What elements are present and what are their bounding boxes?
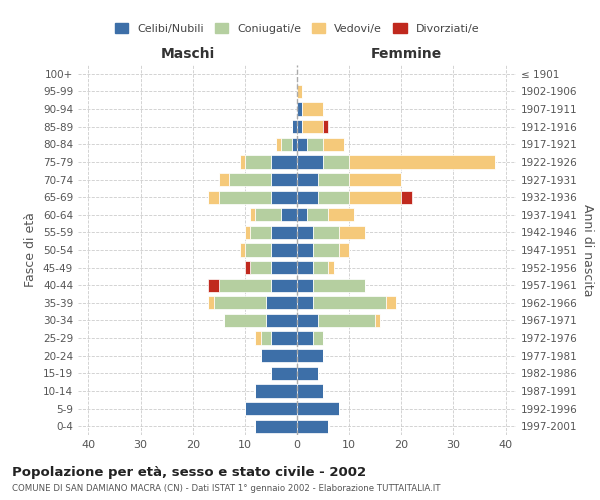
Bar xyxy=(255,384,297,398)
Bar xyxy=(297,102,302,116)
Bar xyxy=(401,190,412,204)
Bar xyxy=(297,85,302,98)
Text: Maschi: Maschi xyxy=(160,48,215,62)
Bar xyxy=(297,173,318,186)
Bar xyxy=(245,226,250,239)
Bar xyxy=(307,138,323,151)
Bar xyxy=(297,138,307,151)
Bar xyxy=(328,261,334,274)
Bar xyxy=(375,314,380,327)
Bar xyxy=(281,138,292,151)
Bar xyxy=(271,156,297,168)
Text: Femmine: Femmine xyxy=(371,48,442,62)
Y-axis label: Fasce di età: Fasce di età xyxy=(25,212,37,288)
Bar xyxy=(250,208,255,222)
Bar xyxy=(297,278,313,292)
Bar xyxy=(255,332,260,344)
Bar xyxy=(266,314,297,327)
Bar xyxy=(302,102,323,116)
Bar xyxy=(271,244,297,256)
Bar xyxy=(297,261,313,274)
Y-axis label: Anni di nascita: Anni di nascita xyxy=(581,204,594,296)
Bar xyxy=(386,296,396,310)
Bar xyxy=(260,332,271,344)
Bar xyxy=(271,226,297,239)
Bar xyxy=(297,208,307,222)
Bar xyxy=(208,190,219,204)
Bar xyxy=(323,156,349,168)
Bar xyxy=(313,278,365,292)
Bar xyxy=(276,138,281,151)
Bar xyxy=(297,402,339,415)
Bar xyxy=(271,173,297,186)
Bar xyxy=(313,244,339,256)
Bar xyxy=(313,226,339,239)
Bar xyxy=(339,244,349,256)
Bar xyxy=(245,156,271,168)
Bar xyxy=(302,120,323,134)
Bar xyxy=(313,296,386,310)
Bar xyxy=(229,173,271,186)
Bar xyxy=(349,173,401,186)
Bar xyxy=(271,278,297,292)
Bar xyxy=(260,349,297,362)
Bar xyxy=(297,332,313,344)
Bar xyxy=(219,190,271,204)
Bar xyxy=(245,402,297,415)
Bar xyxy=(323,120,328,134)
Bar xyxy=(349,190,401,204)
Bar xyxy=(239,244,245,256)
Bar xyxy=(255,208,281,222)
Bar xyxy=(292,138,297,151)
Bar xyxy=(245,244,271,256)
Bar xyxy=(349,156,495,168)
Bar xyxy=(255,420,297,433)
Bar xyxy=(239,156,245,168)
Bar xyxy=(297,296,313,310)
Bar xyxy=(328,208,355,222)
Bar xyxy=(297,349,323,362)
Bar xyxy=(323,138,344,151)
Legend: Celibi/Nubili, Coniugati/e, Vedovi/e, Divorziati/e: Celibi/Nubili, Coniugati/e, Vedovi/e, Di… xyxy=(110,19,484,38)
Bar xyxy=(271,261,297,274)
Bar xyxy=(208,278,219,292)
Bar xyxy=(281,208,297,222)
Bar xyxy=(271,332,297,344)
Bar xyxy=(297,120,302,134)
Bar xyxy=(339,226,365,239)
Text: Popolazione per età, sesso e stato civile - 2002: Popolazione per età, sesso e stato civil… xyxy=(12,466,366,479)
Bar xyxy=(307,208,328,222)
Bar xyxy=(292,120,297,134)
Bar xyxy=(250,226,271,239)
Bar xyxy=(313,332,323,344)
Bar xyxy=(318,173,349,186)
Bar xyxy=(245,261,250,274)
Bar xyxy=(219,278,271,292)
Bar xyxy=(266,296,297,310)
Bar xyxy=(297,384,323,398)
Bar xyxy=(297,314,318,327)
Bar xyxy=(297,156,323,168)
Bar xyxy=(318,190,349,204)
Text: COMUNE DI SAN DAMIANO MACRA (CN) - Dati ISTAT 1° gennaio 2002 - Elaborazione TUT: COMUNE DI SAN DAMIANO MACRA (CN) - Dati … xyxy=(12,484,440,493)
Bar xyxy=(271,366,297,380)
Bar xyxy=(318,314,375,327)
Bar xyxy=(224,314,266,327)
Bar xyxy=(297,244,313,256)
Bar xyxy=(214,296,266,310)
Bar xyxy=(250,261,271,274)
Bar xyxy=(271,190,297,204)
Bar xyxy=(219,173,229,186)
Bar xyxy=(297,226,313,239)
Bar xyxy=(313,261,328,274)
Bar xyxy=(297,190,318,204)
Bar xyxy=(297,366,318,380)
Bar xyxy=(208,296,214,310)
Bar xyxy=(297,420,328,433)
